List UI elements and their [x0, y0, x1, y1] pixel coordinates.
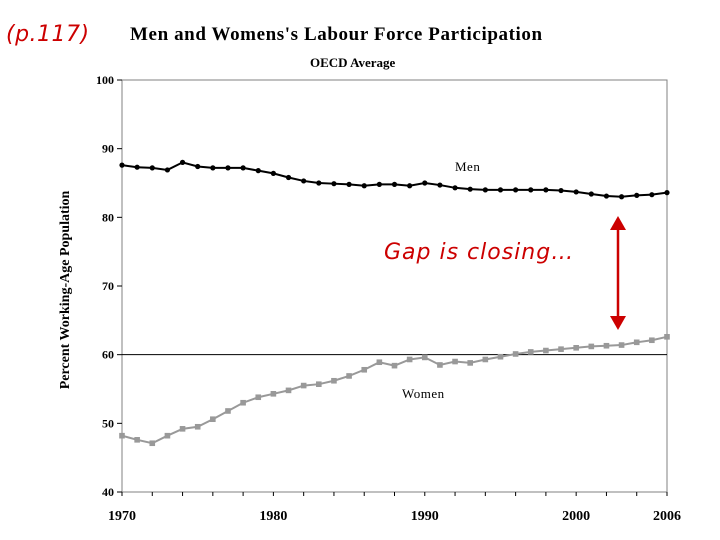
y-tick-label: 60	[102, 348, 114, 362]
women-data-point	[664, 334, 670, 340]
women-series-label: Women	[402, 386, 445, 401]
men-data-point	[391, 181, 398, 187]
women-data-point	[512, 351, 519, 357]
men-data-point	[618, 194, 625, 200]
women-data-point	[649, 337, 655, 344]
gap-annotation: Gap is closing…	[384, 240, 575, 265]
y-tick-label: 80	[102, 210, 114, 224]
men-data-point	[164, 167, 171, 173]
men-data-point	[179, 159, 186, 165]
x-tick-label: 1980	[259, 509, 287, 524]
men-data-point	[119, 162, 125, 168]
men-data-point	[195, 163, 201, 170]
women-data-point	[179, 426, 186, 432]
men-data-point	[361, 183, 367, 189]
women-data-point	[164, 432, 171, 439]
men-data-point	[240, 165, 246, 171]
y-tick-label: 50	[102, 416, 114, 430]
women-data-point	[482, 356, 489, 363]
men-data-point	[285, 174, 292, 181]
women-data-point	[285, 387, 292, 394]
men-data-point	[225, 165, 231, 171]
women-data-point	[270, 391, 277, 397]
women-data-point	[497, 353, 504, 360]
men-data-point	[467, 186, 473, 192]
men-data-point	[558, 187, 564, 194]
x-tick-label: 2006	[653, 509, 681, 524]
women-data-point	[255, 394, 262, 401]
men-data-point	[331, 181, 337, 187]
x-tick-label: 1990	[411, 509, 439, 524]
women-data-point	[543, 347, 549, 354]
women-data-point	[633, 339, 640, 346]
men-data-point	[497, 187, 504, 193]
men-series-line	[121, 161, 668, 198]
women-data-point	[467, 360, 473, 366]
men-data-point	[270, 170, 276, 176]
men-data-point	[376, 181, 382, 187]
men-data-point	[346, 181, 352, 187]
x-tick-label: 1970	[108, 509, 136, 524]
men-data-point	[255, 168, 261, 174]
women-data-point	[437, 362, 443, 368]
plot-frame	[121, 79, 668, 493]
women-data-point	[225, 408, 231, 414]
women-data-point	[452, 358, 458, 365]
women-data-point	[527, 349, 534, 355]
women-data-point	[391, 362, 398, 369]
women-data-point	[573, 345, 579, 351]
women-data-point	[361, 366, 368, 373]
women-data-point	[618, 342, 625, 348]
chart-subtitle: OECD Average	[310, 55, 396, 70]
y-tick-label: 40	[102, 485, 114, 499]
men-data-point	[588, 191, 594, 197]
men-data-point	[634, 192, 640, 198]
men-data-point	[513, 187, 519, 193]
y-tick-label: 100	[96, 73, 114, 87]
men-data-point	[452, 185, 458, 191]
men-data-point	[543, 187, 549, 193]
men-data-point	[407, 183, 413, 189]
women-data-point	[316, 381, 322, 387]
x-tick-label: 2000	[562, 509, 590, 524]
page-reference: (p.117)	[6, 22, 90, 47]
women-data-point	[300, 382, 307, 389]
women-data-point	[119, 432, 125, 439]
women-data-point	[134, 437, 140, 443]
women-data-point	[210, 416, 216, 423]
men-data-point	[210, 165, 216, 171]
men-data-point	[149, 165, 155, 171]
y-tick-label: 90	[102, 142, 114, 156]
men-data-point	[528, 187, 534, 193]
women-data-point	[588, 343, 595, 350]
men-data-point	[573, 189, 579, 195]
chart-title: Men and Womens's Labour Force Participat…	[130, 24, 543, 45]
men-data-point	[316, 180, 322, 186]
gap-arrow-head-down	[610, 316, 626, 330]
women-data-point	[603, 342, 610, 349]
men-data-point	[664, 190, 670, 196]
women-data-point	[421, 354, 428, 361]
men-data-point	[134, 164, 140, 170]
women-data-point	[240, 399, 246, 406]
men-data-point	[437, 182, 443, 188]
women-data-point	[149, 440, 156, 447]
women-data-point	[558, 346, 564, 352]
men-data-point	[301, 178, 307, 184]
women-data-point	[376, 359, 383, 366]
y-tick-label: 70	[102, 279, 114, 293]
men-data-point	[482, 187, 488, 193]
women-series-line	[121, 335, 668, 445]
women-data-point	[406, 356, 413, 363]
women-data-point	[346, 373, 352, 379]
men-data-point	[649, 192, 655, 198]
men-data-point	[422, 180, 428, 186]
men-data-point	[603, 193, 610, 199]
men-series-label: Men	[455, 159, 480, 174]
gap-arrow-head-up	[610, 216, 626, 230]
women-data-point	[194, 423, 201, 430]
women-data-point	[331, 377, 337, 384]
